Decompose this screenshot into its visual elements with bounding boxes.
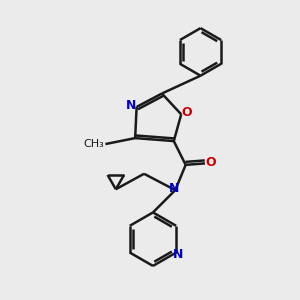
Text: O: O (181, 106, 192, 119)
Text: O: O (205, 156, 216, 169)
Text: N: N (169, 182, 179, 195)
Text: N: N (172, 248, 183, 260)
Text: CH₃: CH₃ (83, 139, 104, 149)
Text: N: N (125, 99, 136, 112)
